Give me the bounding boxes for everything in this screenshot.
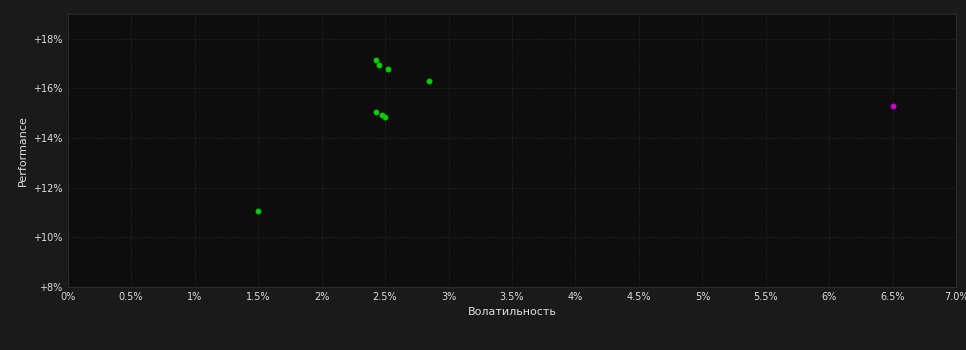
Point <box>250 209 266 214</box>
Point <box>375 112 390 117</box>
Point <box>885 103 900 108</box>
Point <box>422 78 438 84</box>
Point <box>368 109 384 115</box>
Point <box>371 62 386 68</box>
Point <box>368 57 384 63</box>
Point <box>378 114 393 120</box>
Point <box>380 66 395 71</box>
Y-axis label: Performance: Performance <box>17 115 28 186</box>
X-axis label: Волатильность: Волатильность <box>468 307 556 317</box>
